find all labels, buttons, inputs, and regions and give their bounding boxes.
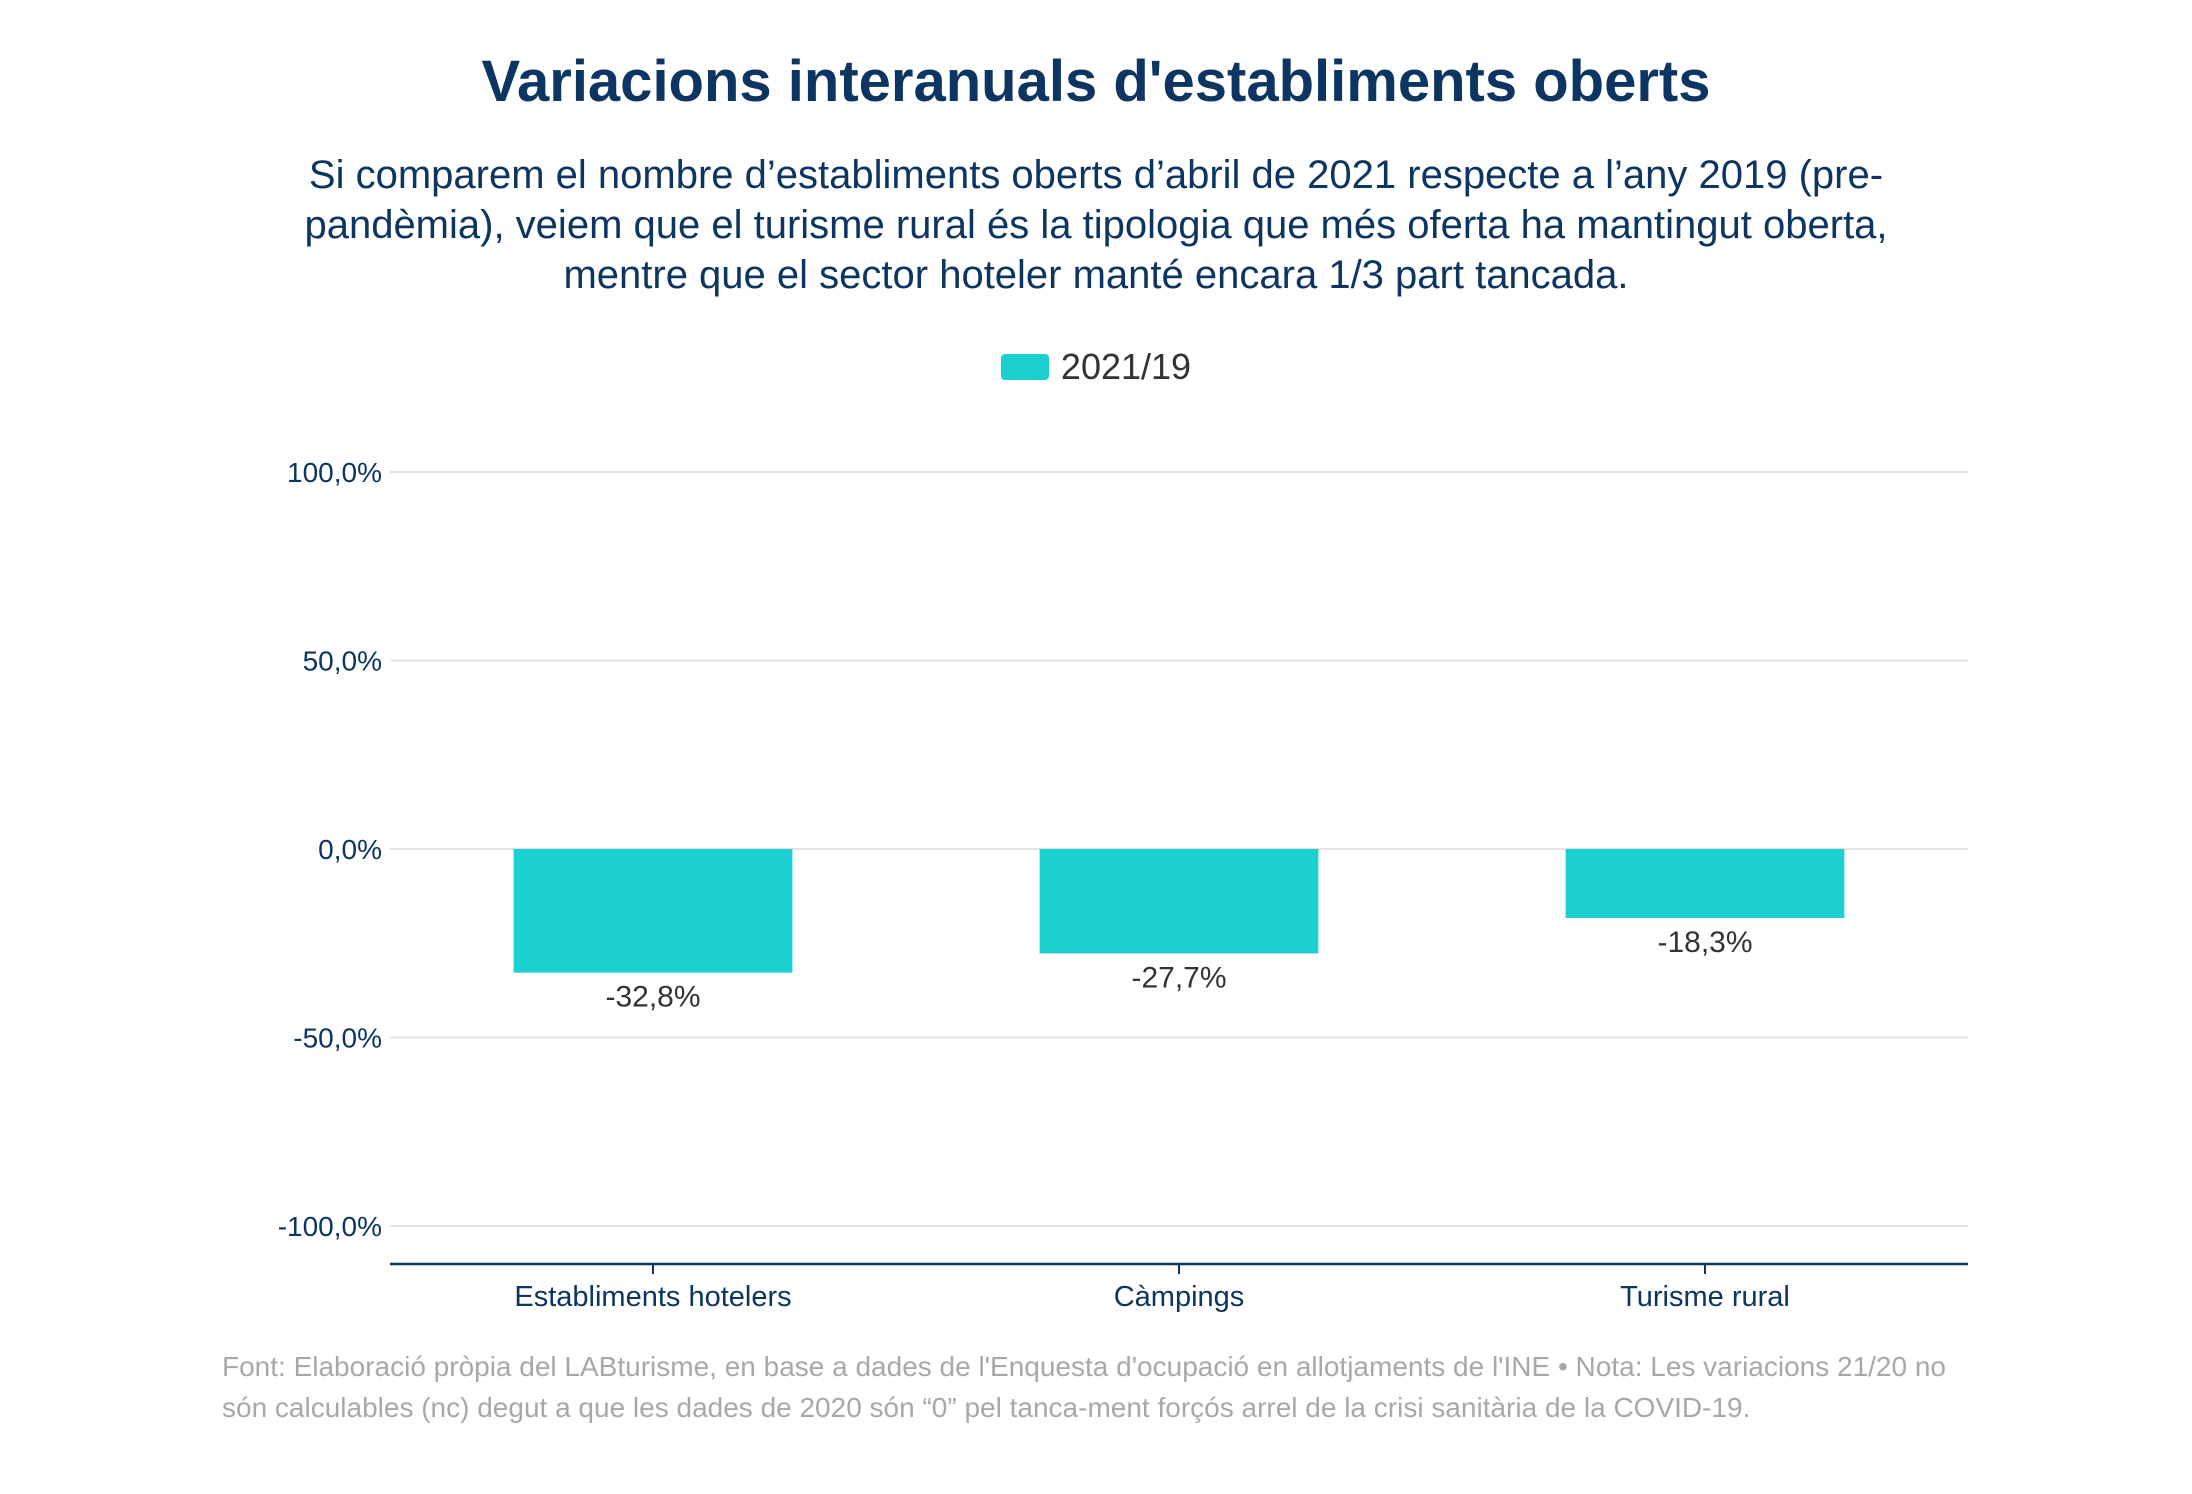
legend-label: 2021/19 xyxy=(1060,346,1192,387)
x-tick-label: Turisme rural xyxy=(1620,1281,1790,1313)
y-tick-label: -100,0% xyxy=(278,1211,382,1242)
y-tick-label: 100,0% xyxy=(287,457,382,488)
labels: 100,0% 50,0% 0,0% -50,0% -100,0% -32,8% Establ… xyxy=(278,457,1790,1313)
bar-chart: 100,0% 50,0% 0,0% -50,0% -100,0% -32,8% Establ… xyxy=(278,457,1968,1313)
y-tick-label: -50,0% xyxy=(293,1023,382,1054)
chart-title: Variacions interanuals d'establiments ob… xyxy=(481,49,1711,114)
data-label: -18,3% xyxy=(1657,926,1752,959)
bar xyxy=(513,849,793,973)
y-tick-label: 0,0% xyxy=(318,834,382,865)
bar xyxy=(1565,849,1845,918)
axes xyxy=(390,1262,1968,1274)
legend-swatch xyxy=(1000,354,1049,380)
x-tick-label: Càmpings xyxy=(1114,1281,1245,1313)
chart-subtitle: Si comparem el nombre d’establiments obe… xyxy=(304,153,1888,297)
bar xyxy=(1039,849,1319,954)
data-label: -32,8% xyxy=(605,981,700,1014)
legend: 2021/19 xyxy=(0,346,2192,388)
bars xyxy=(513,849,1845,973)
source-note: Font: Elaboració pròpia del LABturisme, … xyxy=(222,1351,1946,1423)
y-tick-label: 50,0% xyxy=(303,646,382,677)
data-label: -27,7% xyxy=(1131,961,1226,994)
x-tick-label: Establiments hotelers xyxy=(514,1281,791,1313)
